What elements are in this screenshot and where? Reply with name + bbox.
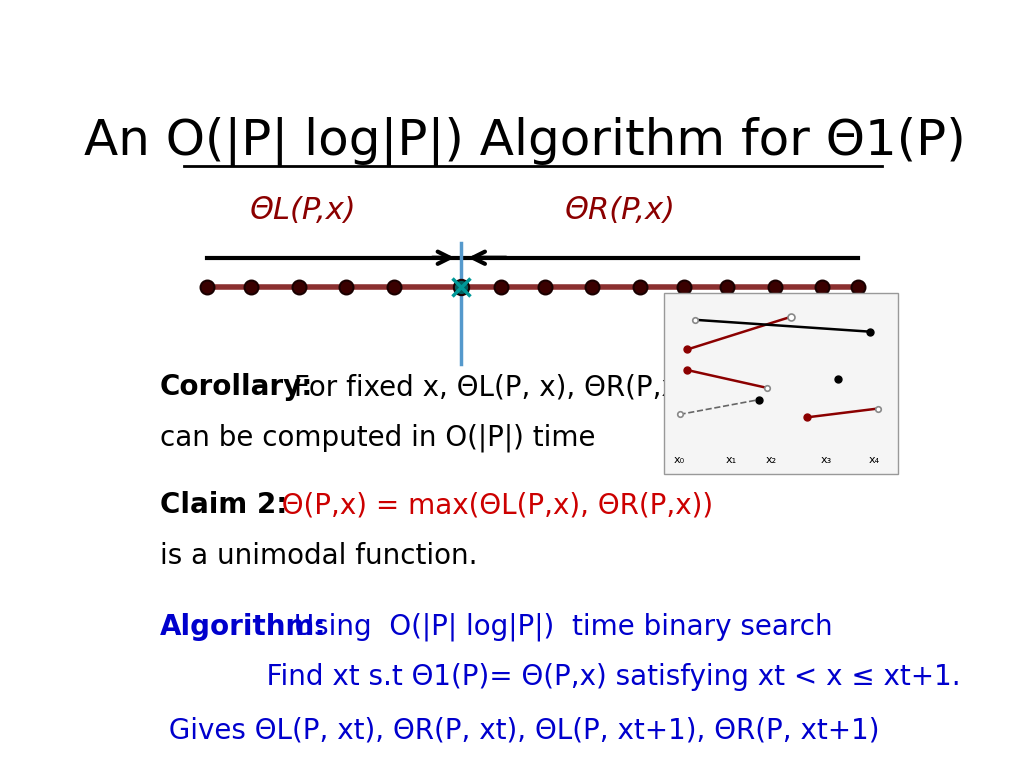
Text: For fixed x, ΘL(P, x), ΘR(P,x): For fixed x, ΘL(P, x), ΘR(P,x) (285, 373, 689, 401)
Text: Gives ΘL(P, xt), ΘR(P, xt), ΘL(P, xt+1), ΘR(P, xt+1): Gives ΘL(P, xt), ΘR(P, xt), ΘL(P, xt+1),… (160, 716, 880, 744)
Text: Corollary:: Corollary: (160, 373, 313, 401)
Text: x₂: x₂ (765, 455, 776, 465)
Text: Algorithm:: Algorithm: (160, 613, 327, 641)
Text: Using  O(|P| log|P|)  time binary search: Using O(|P| log|P|) time binary search (285, 613, 833, 641)
Text: ΘR(P,x): ΘR(P,x) (564, 196, 676, 225)
Text: Claim 2:: Claim 2: (160, 492, 287, 519)
Text: is a unimodal function.: is a unimodal function. (160, 541, 477, 570)
Text: Find xt s.t Θ1(P)= Θ(P,x) satisfying xt < x ≤ xt+1.: Find xt s.t Θ1(P)= Θ(P,x) satisfying xt … (160, 663, 961, 691)
Text: ΘL(P,x): ΘL(P,x) (249, 196, 356, 225)
Text: x₁: x₁ (726, 455, 736, 465)
Text: x₀: x₀ (674, 455, 685, 465)
Text: x₃: x₃ (821, 455, 831, 465)
Text: An O(|P| log|P|) Algorithm for Θ1(P): An O(|P| log|P|) Algorithm for Θ1(P) (84, 118, 966, 167)
Text: Θ(P,x) = max(ΘL(P,x), ΘR(P,x)): Θ(P,x) = max(ΘL(P,x), ΘR(P,x)) (264, 492, 714, 519)
Text: can be computed in O(|P|) time: can be computed in O(|P|) time (160, 423, 595, 452)
Bar (664, 293, 898, 474)
Text: x₄: x₄ (868, 455, 880, 465)
